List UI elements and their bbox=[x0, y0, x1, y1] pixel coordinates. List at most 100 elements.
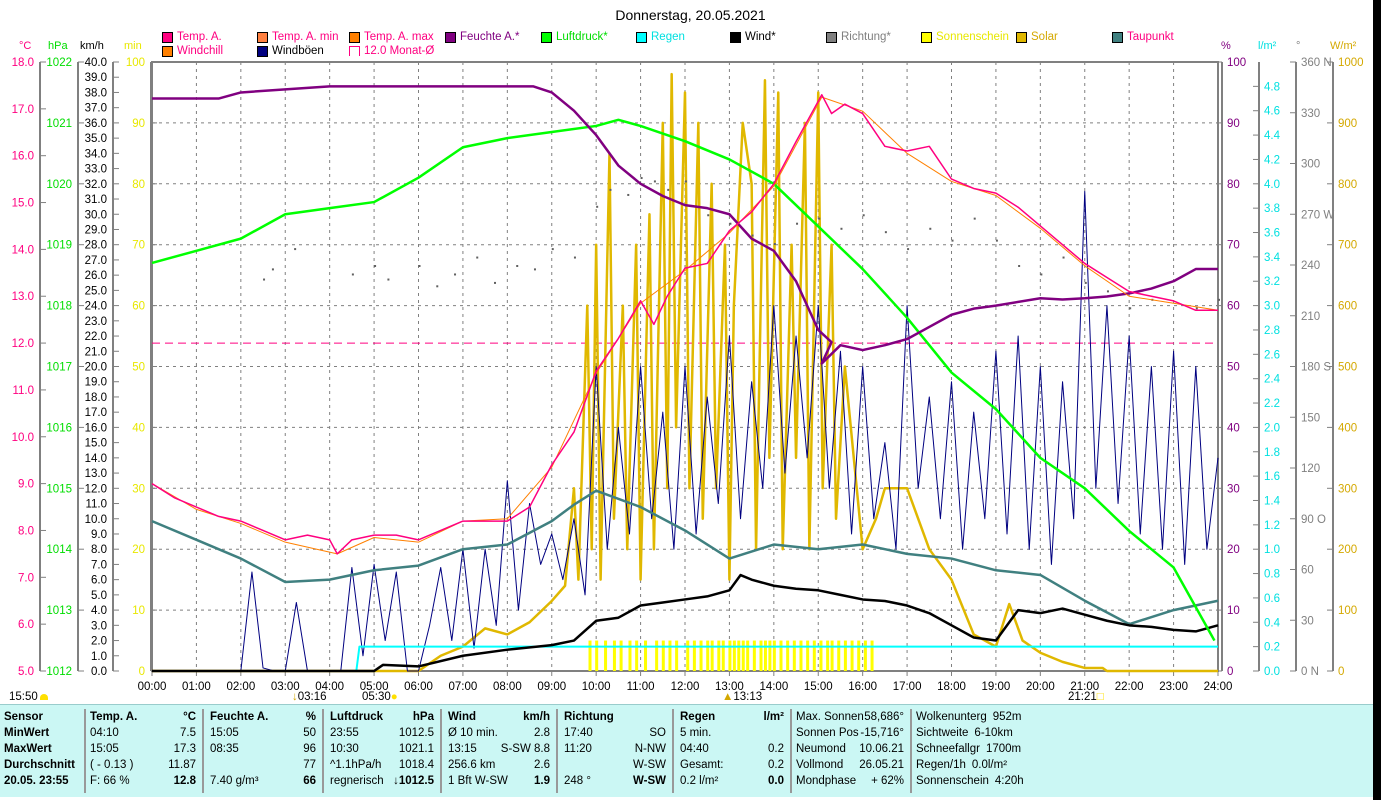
row-key: 13:15 bbox=[448, 743, 477, 755]
legend-label: Richtung* bbox=[841, 31, 891, 43]
stats-header: Richtung bbox=[560, 709, 672, 725]
direction-point bbox=[351, 273, 354, 276]
header-unit: l/m² bbox=[763, 711, 784, 723]
axis-label-rain: 2.2 bbox=[1264, 398, 1280, 410]
sunshine-bar bbox=[588, 640, 592, 671]
series-windböen bbox=[152, 190, 1219, 672]
axis-label-pressure: 1022 bbox=[46, 57, 72, 69]
axis-label-humidity: 10 bbox=[1227, 605, 1240, 617]
legend-label: Temp. A. max bbox=[364, 31, 434, 43]
x-tick-label: 03:00 bbox=[271, 681, 300, 693]
x-tick-label: 21:00 bbox=[1070, 681, 1099, 693]
row-value: 1012.5 bbox=[398, 727, 434, 739]
stats-panel: Sensor MinWert MaxWert Durchschnitt 20.0… bbox=[0, 704, 1373, 797]
row-key: ^1.1hPa/h bbox=[330, 759, 382, 771]
axis-label-rain: 0.8 bbox=[1264, 569, 1280, 581]
stats-row: Neumond 10.06.21 bbox=[792, 741, 910, 757]
direction-point bbox=[1173, 290, 1176, 293]
unit-temp: °C bbox=[19, 40, 32, 52]
axis-label-temp: 12.0 bbox=[12, 338, 34, 350]
direction-point bbox=[1084, 281, 1087, 284]
axis-label-wind: 25.0 bbox=[85, 285, 107, 297]
axis-label-pressure: 1020 bbox=[46, 179, 72, 191]
direction-point bbox=[1062, 256, 1065, 259]
row-key: 08:35 bbox=[210, 743, 239, 755]
stats-misc: Wolkenunterg 952m Sichtweite 6-10km Schneefa… bbox=[912, 709, 1032, 793]
chart-title: Donnerstag, 20.05.2021 bbox=[615, 7, 766, 23]
sunshine-bar bbox=[706, 640, 710, 671]
stats-row: Mondphase + 62% bbox=[792, 773, 910, 789]
header-label: Regen bbox=[680, 711, 716, 723]
sunshine-bar bbox=[786, 640, 790, 671]
legend-label: Temp. A. bbox=[177, 31, 222, 43]
row-value: 12.8 bbox=[173, 775, 196, 787]
sunshine-bar bbox=[779, 640, 783, 671]
row-value: + 62% bbox=[871, 775, 904, 787]
axis-label-humidity: 100 bbox=[1227, 57, 1246, 69]
legend-item: Temp. A. bbox=[162, 31, 222, 43]
series-solar bbox=[152, 72, 1218, 673]
row-key: Mondphase bbox=[796, 775, 857, 787]
x-tick-label: 23:00 bbox=[1159, 681, 1188, 693]
sunshine-bar bbox=[768, 640, 772, 671]
row-key: Gesamt: bbox=[680, 759, 724, 771]
unit-wind: km/h bbox=[80, 40, 104, 52]
axis-label-pressure: 1019 bbox=[46, 240, 72, 252]
legend-swatch bbox=[921, 31, 932, 43]
axis-label-solar: 700 bbox=[1338, 240, 1357, 252]
unit-solar: W/m² bbox=[1330, 40, 1357, 52]
direction-point bbox=[551, 248, 554, 251]
legend-label: Temp. A. min bbox=[272, 31, 339, 43]
legend-label: Regen bbox=[651, 31, 685, 43]
x-tick-label: 07:00 bbox=[449, 681, 478, 693]
axis-label-humidity: 20 bbox=[1227, 544, 1240, 556]
axis-label-wind: 33.0 bbox=[85, 164, 107, 176]
row-key: 10:30 bbox=[330, 743, 359, 755]
axis-label-solar: 300 bbox=[1338, 483, 1357, 495]
header-unit: km/h bbox=[523, 711, 550, 723]
row-value: W-SW bbox=[633, 775, 666, 787]
legend-item: Richtung* bbox=[826, 31, 891, 43]
header-label: Richtung bbox=[564, 711, 614, 723]
axis-label-wind: 20.0 bbox=[85, 362, 107, 374]
row-key: Ø 10 min. bbox=[448, 727, 498, 739]
stats-row: 13:15 S-SW 8.8 bbox=[444, 741, 556, 757]
stats-temp: Temp. A. °C 04:10 7.5 15:05 17.3 ( - 0.13 ) 11.… bbox=[86, 709, 204, 793]
legend-item: Regen bbox=[636, 31, 685, 43]
direction-point bbox=[454, 273, 457, 276]
x-tick-label: 05:00 bbox=[360, 681, 389, 693]
sunshine-bar bbox=[661, 640, 665, 671]
axis-label-rain: 1.0 bbox=[1264, 544, 1280, 556]
legend-label: Sonnenschein bbox=[936, 31, 1009, 43]
unit-direction: ° bbox=[1296, 40, 1301, 52]
axis-label-wind: 14.0 bbox=[85, 453, 107, 465]
stats-header: Sensor bbox=[0, 709, 84, 725]
sunshine-bar bbox=[792, 640, 796, 671]
axis-label-wind: 38.0 bbox=[85, 87, 107, 99]
direction-point bbox=[436, 285, 439, 288]
direction-point bbox=[1106, 290, 1109, 293]
weather-chart: 00:00 01:00 02:00 03:00 04:00 05:00 06:00 07:00… bbox=[12, 57, 1364, 693]
sunshine-bar bbox=[752, 640, 756, 671]
header-unit: hPa bbox=[412, 711, 434, 723]
direction-point bbox=[796, 222, 799, 225]
axis-label-temp: 7.0 bbox=[18, 572, 34, 584]
header-label: Wind bbox=[448, 711, 476, 723]
x-tick-label: 22:00 bbox=[1115, 681, 1144, 693]
legend-label: 12.0 Monat-Ø bbox=[364, 45, 435, 57]
stats-humidity: Feuchte A.% 15:05 50 08:35 96 77 7.40 g/m³ 66 bbox=[206, 709, 324, 793]
axis-label-temp: 5.0 bbox=[18, 666, 34, 678]
stats-row: 11:20 N-NW bbox=[560, 741, 672, 757]
axis-label-rain: 4.0 bbox=[1264, 179, 1280, 191]
direction-point bbox=[951, 239, 954, 242]
legend-swatch bbox=[541, 31, 552, 43]
x-tick-label: 01:00 bbox=[182, 681, 211, 693]
stats-row: 7.40 g/m³ 66 bbox=[206, 773, 322, 789]
stats-row: 1 Bft W-SW 1.9 bbox=[444, 773, 556, 789]
x-tick-label: 14:00 bbox=[759, 681, 788, 693]
stats-sensor: Sensor MinWert MaxWert Durchschnitt 20.0… bbox=[0, 709, 86, 793]
axis-label-wind: 5.0 bbox=[91, 590, 107, 602]
row-value: -15,716° bbox=[860, 727, 904, 739]
row-value: N-NW bbox=[634, 743, 666, 755]
axis-label-rain: 1.2 bbox=[1264, 520, 1280, 532]
